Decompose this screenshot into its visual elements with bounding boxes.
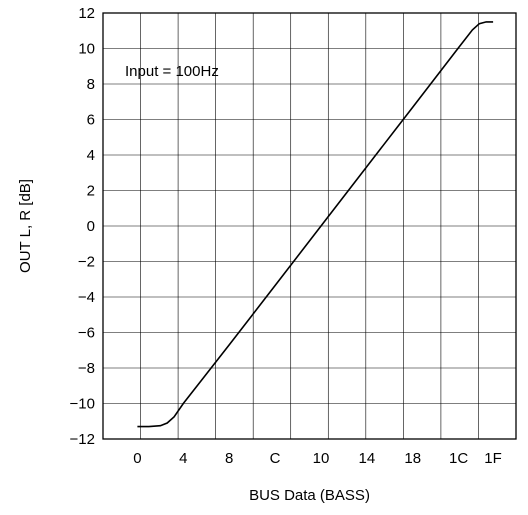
y-tick-label: −8 [78,360,95,377]
y-axis-label: OUT L, R [dB] [17,179,34,273]
y-tick-label: 10 [78,41,95,58]
y-tick-label: 4 [87,147,95,164]
x-tick-label: 1C [449,450,468,467]
x-tick-label: 8 [225,450,233,467]
y-tick-label: −12 [70,431,95,448]
x-tick-label: 18 [404,450,421,467]
x-tick-label: 10 [313,450,330,467]
x-tick-label: 1F [484,450,502,467]
y-axis-ticks: −12 −10 −8 −6 −4 −2 0 2 4 6 8 10 12 [70,5,95,448]
chart-annotation: Input = 100Hz [125,63,219,80]
plot-frame [102,12,517,440]
y-tick-label: 8 [87,76,95,93]
y-tick-label: −6 [78,325,95,342]
y-tick-label: −10 [70,396,95,413]
x-tick-label: C [270,450,281,467]
y-tick-label: −2 [78,254,95,271]
grid [103,13,516,439]
y-tick-label: 12 [78,5,95,22]
y-tick-label: 6 [87,112,95,129]
x-axis-label: BUS Data (BASS) [249,487,370,504]
x-tick-label: 0 [133,450,141,467]
x-tick-label: 14 [359,450,376,467]
x-axis-ticks: 0 4 8 C 10 14 18 1C 1F [133,450,502,467]
y-tick-label: 0 [87,218,95,235]
series-line [137,21,494,428]
y-tick-label: −4 [78,289,95,306]
x-tick-label: 4 [179,450,187,467]
y-tick-label: 2 [87,183,95,200]
